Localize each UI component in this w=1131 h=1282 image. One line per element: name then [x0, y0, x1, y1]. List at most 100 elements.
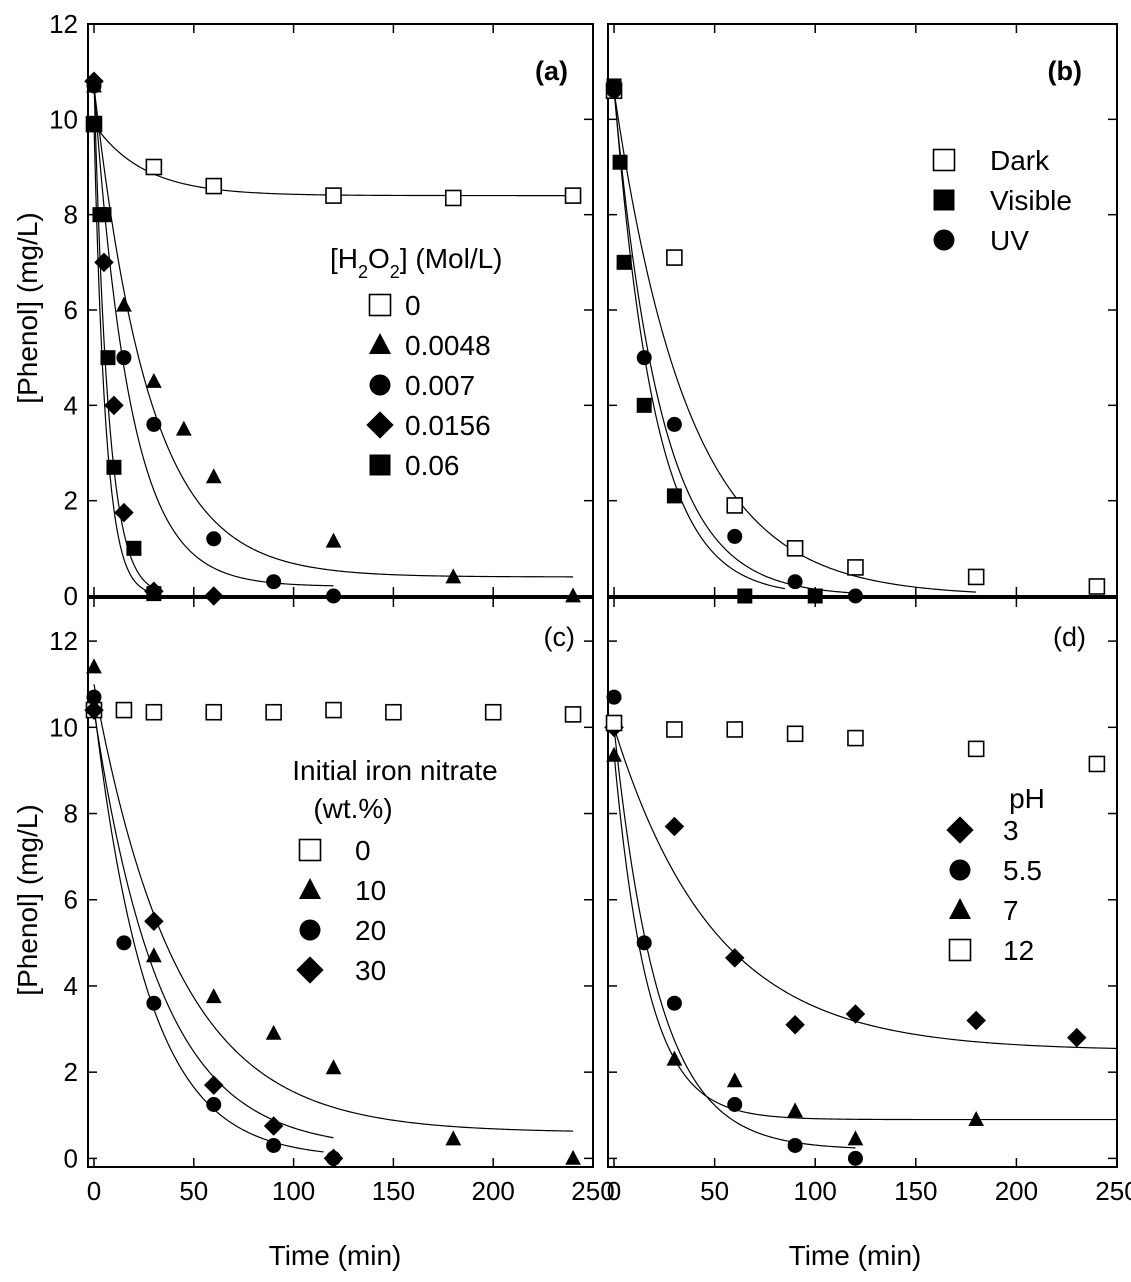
panel-label: (b)	[1048, 56, 1082, 86]
fit-curve-0	[93, 123, 574, 197]
legend-marker	[369, 374, 391, 396]
plot-frame	[607, 23, 1118, 597]
legend-marker	[298, 838, 322, 862]
legend-label: 0	[405, 290, 421, 321]
panel-label: (c)	[544, 622, 575, 652]
data-point	[84, 700, 104, 720]
data-point	[785, 1015, 805, 1035]
data-point	[385, 703, 402, 721]
data-point	[145, 947, 162, 963]
data-point	[206, 531, 222, 547]
data-point	[323, 1148, 344, 1169]
data-point	[204, 1075, 224, 1095]
data-point	[205, 703, 223, 721]
data-point	[845, 1004, 866, 1024]
data-point	[565, 1149, 581, 1165]
plot-frame	[87, 597, 594, 1168]
data-point	[565, 587, 581, 603]
y-tick-label: 0	[64, 1143, 78, 1173]
data-point	[606, 83, 622, 99]
fit-curve-1	[93, 684, 574, 1132]
legend-label: 0.0156	[405, 410, 491, 441]
data-point	[724, 948, 745, 968]
legend-marker	[298, 878, 322, 899]
fit-curve-0	[613, 90, 977, 593]
y-axis-title-bottom: [Phenol] (mg/L)	[12, 804, 43, 995]
x-tick-label: 250	[1095, 1176, 1131, 1206]
legend-marker	[932, 148, 956, 172]
data-point	[727, 528, 743, 544]
data-point	[86, 116, 102, 132]
x-tick-label: 150	[372, 1176, 415, 1206]
x-tick-label: 250	[571, 1176, 614, 1206]
data-point	[847, 729, 864, 747]
data-point	[445, 1130, 462, 1146]
legend-title: [H2O2] (Mol/L)	[330, 243, 503, 282]
data-point	[86, 658, 102, 674]
data-point	[666, 488, 682, 504]
fit-curve-1	[613, 85, 786, 590]
legend-marker	[949, 859, 971, 881]
data-point	[968, 1111, 985, 1126]
x-tick-label: 50	[700, 1176, 729, 1206]
data-point	[666, 249, 683, 266]
data-point	[266, 1137, 282, 1153]
legend-marker	[368, 333, 392, 354]
legend-label: 30	[355, 955, 386, 986]
data-point	[787, 574, 803, 590]
legend-marker	[948, 898, 972, 919]
data-point	[636, 397, 652, 413]
data-point	[966, 1010, 986, 1031]
legend-label: 5.5	[1003, 855, 1042, 886]
data-point	[116, 350, 132, 366]
data-point	[1088, 755, 1106, 773]
legend-title: pH	[1009, 783, 1045, 814]
data-point	[564, 706, 582, 723]
data-point	[205, 988, 222, 1004]
y-tick-label: 12	[49, 626, 78, 656]
legend-title-part: [H	[330, 243, 358, 274]
y-axis-title-top: [Phenol] (mg/L)	[12, 212, 43, 403]
legend-marker	[296, 956, 324, 984]
fit-curve-3	[93, 81, 155, 589]
legend-title-part: 2	[390, 262, 400, 282]
fit-curve-0	[613, 727, 1118, 1050]
legend-title-part: O	[368, 243, 390, 274]
data-point	[787, 1137, 803, 1153]
x-tick-label: 200	[995, 1176, 1038, 1206]
legend-label: 20	[355, 915, 386, 946]
data-point	[484, 703, 502, 721]
legend-marker	[369, 454, 391, 476]
data-point	[146, 995, 162, 1011]
x-tick-label: 200	[472, 1176, 515, 1206]
x-axis-title-left: Time (min)	[269, 1240, 402, 1271]
y-tick-label: 0	[64, 581, 78, 611]
legend-label: 0.0048	[405, 330, 491, 361]
data-point	[145, 158, 163, 176]
y-tick-label: 10	[49, 712, 78, 742]
legend-label: Visible	[990, 185, 1072, 216]
fit-curve-1	[93, 85, 574, 578]
data-point	[786, 540, 804, 557]
legend-title-part: ] (Mol/L)	[400, 243, 503, 274]
data-point	[847, 1150, 863, 1166]
panel-label: (a)	[535, 56, 568, 86]
y-tick-label: 4	[64, 971, 78, 1001]
data-point	[144, 911, 164, 932]
legend-marker	[946, 816, 974, 844]
legend-title-part: 2	[358, 262, 368, 282]
y-tick-label: 8	[64, 200, 78, 230]
data-point	[104, 395, 124, 416]
panel-label: (d)	[1053, 622, 1086, 652]
data-point	[606, 746, 622, 762]
legend-label: 7	[1003, 895, 1019, 926]
data-point	[847, 559, 864, 576]
data-point	[445, 568, 462, 584]
legend-title-line: Initial iron nitrate	[292, 755, 497, 786]
legend-label: 12	[1003, 935, 1034, 966]
data-point	[265, 703, 282, 721]
x-tick-label: 0	[87, 1176, 101, 1206]
data-point	[564, 187, 582, 204]
legend-label: 0.007	[405, 370, 475, 401]
data-point	[666, 721, 683, 738]
